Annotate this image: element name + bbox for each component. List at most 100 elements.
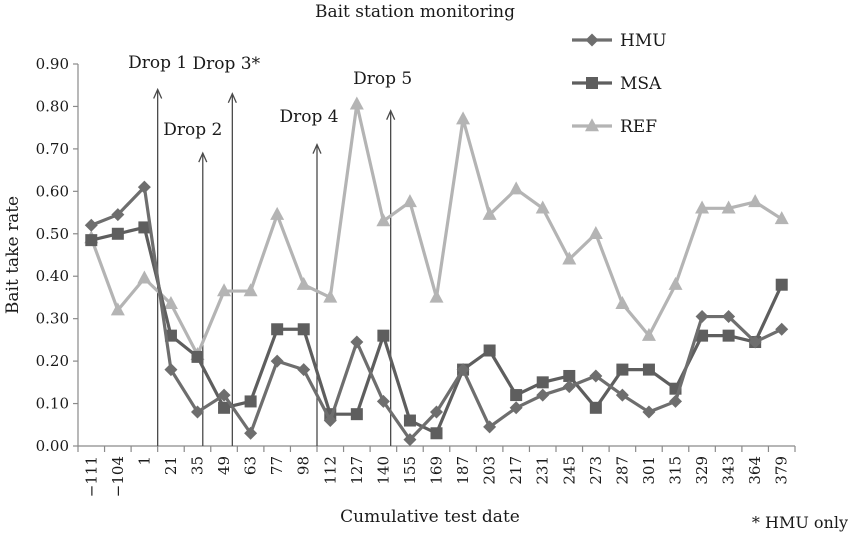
y-tick-label: 0.70 <box>36 140 69 158</box>
drop-annotations: Drop 1 Drop 2 Drop 3* Drop 4 Drop 5 <box>128 53 412 446</box>
chart-title: Bait station monitoring <box>315 2 515 22</box>
x-tick-label: 379 <box>773 456 791 485</box>
series-hmu <box>84 180 789 447</box>
data-point-ref <box>721 200 736 214</box>
data-point-ref <box>217 283 232 297</box>
data-point-msa <box>642 363 655 376</box>
data-point-hmu <box>403 433 417 447</box>
data-point-ref <box>243 283 258 297</box>
series-layer <box>84 96 789 447</box>
x-tick-label: −104 <box>109 456 127 497</box>
data-point-ref <box>270 206 285 220</box>
y-tick-label: 0.30 <box>36 310 69 328</box>
data-point-hmu <box>536 388 550 402</box>
data-point-ref <box>137 270 152 284</box>
y-tick-label: 0.20 <box>36 352 69 370</box>
data-point-hmu <box>164 363 178 377</box>
data-point-hmu <box>297 363 311 377</box>
data-point-msa <box>722 329 735 342</box>
data-point-msa <box>297 323 310 336</box>
data-point-hmu <box>191 405 204 419</box>
y-tick-label: 0.80 <box>36 97 69 115</box>
drop-arrow-head <box>386 109 396 120</box>
x-tick-label: 35 <box>189 456 207 475</box>
drop-arrow-head <box>198 151 208 163</box>
data-point-hmu <box>669 394 682 408</box>
data-point-hmu <box>376 394 390 408</box>
data-point-msa <box>775 278 788 291</box>
data-point-msa <box>616 363 629 376</box>
data-point-ref <box>641 327 656 341</box>
data-point-ref <box>429 289 444 303</box>
x-tick-label: 287 <box>613 456 631 485</box>
y-tick-label: 0.10 <box>36 395 69 413</box>
drop-arrow-head <box>227 92 237 103</box>
data-point-hmu <box>111 208 125 222</box>
x-tick-label: 63 <box>242 456 260 475</box>
data-point-ref <box>535 200 550 214</box>
data-point-hmu <box>217 388 231 402</box>
data-point-msa <box>138 221 151 234</box>
y-tick-label: 0.60 <box>36 182 69 200</box>
data-point-hmu <box>695 310 709 324</box>
data-point-msa <box>536 376 549 389</box>
data-point-ref <box>323 289 338 303</box>
data-point-ref <box>402 194 417 208</box>
x-tick-label: 203 <box>481 456 499 485</box>
data-point-hmu <box>84 218 98 232</box>
x-tick-label: 49 <box>215 456 233 475</box>
legend-label-ref: REF <box>620 117 657 137</box>
data-point-hmu <box>137 180 151 194</box>
y-tick-label: 0.00 <box>36 437 69 455</box>
y-tick-label: 0.90 <box>36 55 69 73</box>
x-tick-label: 217 <box>507 456 525 485</box>
x-tick-label: 273 <box>587 456 605 485</box>
drop-label: Drop 3* <box>193 54 261 74</box>
data-point-hmu <box>775 322 789 336</box>
series-ref <box>84 96 789 360</box>
data-point-msa <box>696 329 709 342</box>
data-point-msa <box>191 350 204 363</box>
x-tick-label: 301 <box>640 456 658 485</box>
data-point-msa <box>430 427 443 440</box>
x-tick-label: 231 <box>534 456 552 485</box>
data-point-msa <box>350 408 363 421</box>
data-point-hmu <box>270 354 284 368</box>
x-tick-label: 21 <box>162 456 180 475</box>
x-tick-label: 127 <box>348 456 366 485</box>
data-point-hmu <box>722 310 736 324</box>
y-tick-label: 0.40 <box>36 267 69 285</box>
data-point-ref <box>509 181 524 195</box>
data-point-hmu <box>483 420 497 434</box>
x-tick-label: 169 <box>428 456 446 485</box>
data-point-ref <box>615 296 630 310</box>
data-point-msa <box>403 414 416 427</box>
data-point-msa <box>111 227 124 240</box>
legend-label-hmu: HMU <box>620 31 667 51</box>
data-point-hmu <box>456 363 470 377</box>
legend-label-msa: MSA <box>620 74 662 94</box>
data-point-ref <box>456 111 471 125</box>
data-point-msa <box>483 344 496 357</box>
data-point-msa <box>563 369 576 382</box>
legend-marker-msa <box>586 77 598 89</box>
drop-arrow-head <box>153 87 163 99</box>
data-point-ref <box>163 296 178 310</box>
x-axis-title: Cumulative test date <box>340 507 520 527</box>
data-point-ref <box>748 194 763 208</box>
data-point-hmu <box>244 426 258 440</box>
data-point-ref <box>562 251 577 265</box>
x-tick-label: 155 <box>401 456 419 485</box>
y-axis-title: Bait take rate <box>3 196 23 314</box>
drop-arrow-head <box>312 143 322 154</box>
x-tick-label: 187 <box>454 456 472 485</box>
data-point-ref <box>668 276 683 290</box>
legend-marker-hmu <box>585 33 599 47</box>
data-point-hmu <box>562 380 576 394</box>
data-point-hmu <box>323 414 337 428</box>
data-point-msa <box>244 395 257 408</box>
data-point-hmu <box>430 405 443 419</box>
series-line-ref <box>89 102 783 357</box>
data-point-ref <box>296 276 311 290</box>
